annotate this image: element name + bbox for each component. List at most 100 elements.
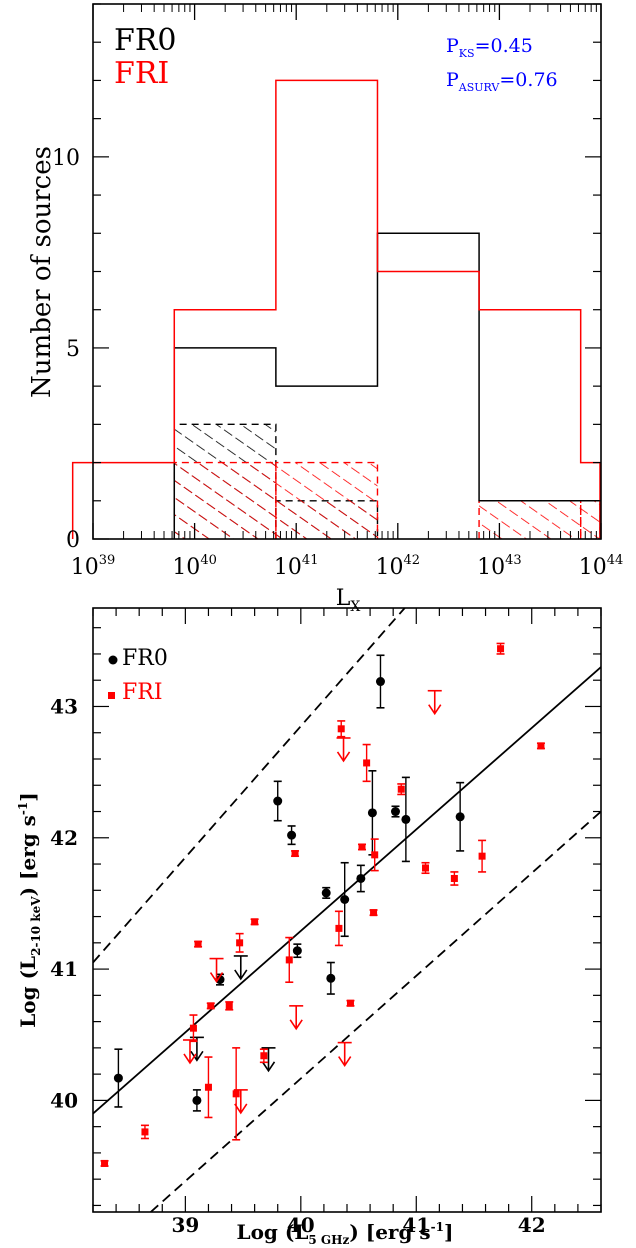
data-marker [537,742,545,750]
data-marker [422,864,430,872]
data-marker [326,973,336,983]
data-marker [192,1095,202,1105]
fri-point [225,1001,234,1011]
p-ks-sub: KS [459,47,475,60]
y-tick-label: 5 [66,337,80,362]
hatch-fill [174,462,276,539]
fri-point [235,932,244,953]
data-marker [215,975,225,985]
histogram-x-axis-label-main: L [336,586,351,611]
histogram-y-tick-labels: 0 5 10 [52,146,80,553]
upper-limit-arrow [233,1089,248,1115]
data-marker [401,814,411,824]
data-marker [367,808,377,818]
data-marker [371,851,379,859]
upper-limit-arrow [427,689,442,716]
fri-point [204,1056,213,1119]
p-asurv-base: P [446,69,459,91]
fri-point [337,720,346,738]
data-marker [189,1024,197,1032]
x-tick-label-exp: 41 [302,553,319,568]
fr0-point [287,825,297,846]
p-ks-annotation: PKS=0.45 [446,35,533,60]
x-tick-label-base: 10 [376,555,404,580]
fr0-point [356,864,366,893]
x-tick-label-base: 10 [477,555,505,580]
limit-head [183,1053,197,1065]
scatter-y-axis-label: Log (L2-10 keV) [erg s-1] [16,792,43,1028]
scatter-y-axis-label-end: ] [16,792,40,801]
x-tick-label-base: 10 [579,555,607,580]
x-tick-label: 39 [171,1213,199,1237]
fr0-point [273,780,283,822]
data-marker [207,1002,215,1010]
fri-point [358,843,367,851]
y-tick-label: 0 [66,528,80,553]
y-tick-label: 43 [50,694,78,718]
fri-point [536,742,545,750]
upper-limit-arrow [233,955,248,981]
histogram-annotations: PKS=0.45 PASURV=0.76 [446,35,558,94]
data-marker [225,1002,233,1010]
x-tick-label-base: 10 [274,555,302,580]
fri-point [334,910,343,947]
data-marker [450,874,458,882]
fri-point [496,642,505,655]
scatter-x-axis-label-main: Log (L [237,1220,309,1244]
dashed-scatter-line [150,810,601,1212]
x-tick-label-base: 10 [172,555,200,580]
x-tick-label: 1042 [376,553,421,580]
data-marker [340,894,350,904]
fr0-point [390,805,400,818]
data-marker [390,807,400,817]
x-tick-label: 41 [402,1213,430,1237]
data-marker [358,843,366,851]
scatter-x-axis-label-sub: 5 GHz [308,1233,349,1247]
histogram-y-axis-label: Number of sources [27,146,57,398]
limit-head [336,751,351,763]
data-marker [273,796,283,806]
fri-point [397,783,406,796]
histogram-x-tick-labels: 1039 1040 1041 1042 1043 1044 [71,553,624,580]
fri-point [291,850,300,858]
x-tick-label: 1039 [71,553,116,580]
dashed-scatter-line [93,608,406,964]
limit-head [234,969,248,981]
scatter-y-axis-label-sup: -1 [16,802,30,815]
upper-limit-arrow [182,1039,197,1065]
upper-limit-arrow [337,1041,352,1068]
data-marker [455,812,465,822]
scatter-y-axis-label-main: Log (L [16,956,40,1028]
upper-limit-arrow [209,957,224,984]
p-asurv-value: =0.76 [499,69,557,91]
limit-head [209,972,224,984]
fr0-point [375,654,385,709]
scatter-ticks [92,608,602,1212]
data-marker [375,677,385,687]
scatter-legend: FR0 FRI [108,646,168,705]
fri-point [346,999,355,1007]
data-marker [363,759,371,767]
fri-point [194,940,203,948]
data-marker [292,946,302,956]
fr0-point [367,770,377,856]
x-tick-label: 42 [518,1213,546,1237]
data-marker [232,1090,240,1098]
histogram-x-axis-label-sub: X [350,599,360,615]
x-tick-label: 40 [287,1213,315,1237]
upper-limit-arrow [336,737,351,763]
x-tick-label-base: 10 [71,555,99,580]
fr0-point [292,943,302,959]
x-tick-label: 1044 [579,553,624,580]
scatter-x-axis-label-unit: ) [erg s [349,1220,430,1244]
y-tick-label: 42 [50,826,78,850]
scatter-frame [92,607,602,1213]
x-tick-label: 1040 [172,553,217,580]
x-tick-label: 1043 [477,553,522,580]
p-ks-base: P [446,35,459,57]
histogram-legend: FR0 FRI [114,23,177,91]
scatter-legend-fr0-label: FR0 [122,646,168,671]
data-marker [236,939,244,947]
